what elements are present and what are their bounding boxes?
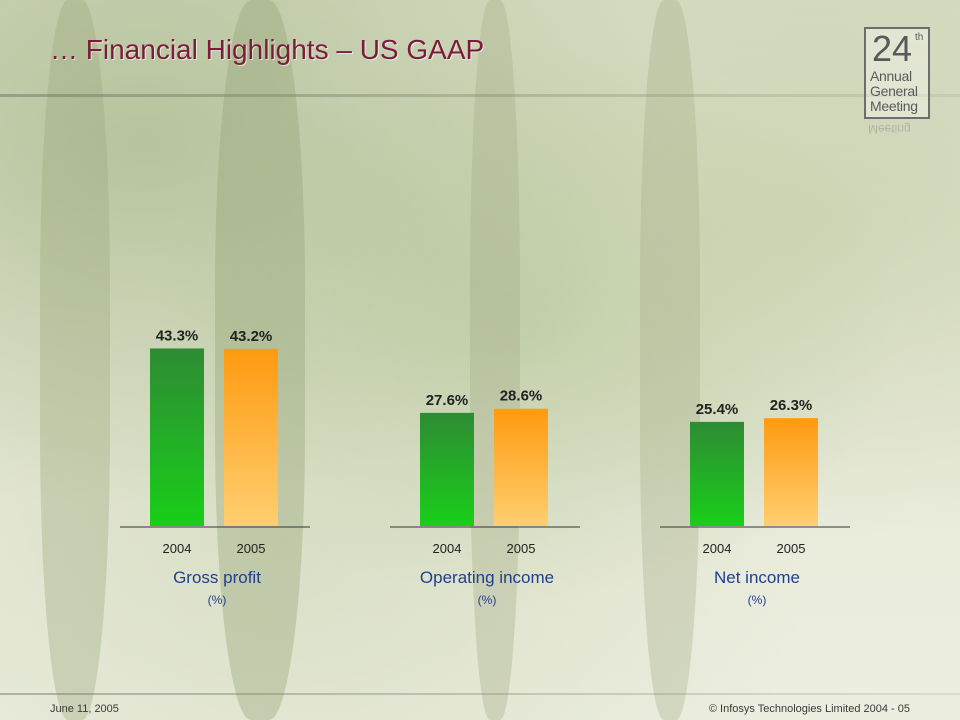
agm-logo: 24 th Annual General Meeting	[864, 27, 930, 119]
footer-divider	[0, 693, 960, 695]
bar-2004	[420, 412, 474, 526]
logo-number: 24	[872, 28, 913, 69]
bar-value-label: 26.3%	[770, 397, 813, 414]
bar-2005	[764, 418, 818, 526]
footer-date: June 11, 2005	[50, 703, 119, 715]
bar-2005	[224, 348, 278, 526]
chart-title: Gross profit	[173, 568, 261, 587]
x-tick-label: 2004	[163, 541, 192, 556]
background-trunk	[640, 0, 700, 720]
logo-line-meeting: Meeting	[870, 98, 918, 114]
bar-2004	[690, 421, 744, 526]
chart-title: Net income	[714, 568, 800, 587]
x-tick-label: 2005	[237, 541, 266, 556]
chart-unit: (%)	[208, 593, 227, 607]
footer-copyright: © Infosys Technologies Limited 2004 - 05	[708, 703, 910, 715]
x-tick-label: 2005	[777, 541, 806, 556]
bar-value-label: 43.2%	[230, 328, 273, 345]
chart-unit: (%)	[748, 593, 767, 607]
background-trunk	[470, 0, 520, 720]
bar-value-label: 28.6%	[500, 388, 543, 405]
x-tick-label: 2005	[507, 541, 536, 556]
logo-line-general: General	[870, 83, 918, 99]
bar-2005	[494, 408, 548, 526]
bar-value-label: 43.3%	[156, 327, 199, 344]
slide-title: … Financial Highlights – US GAAP	[50, 34, 485, 65]
x-tick-label: 2004	[433, 541, 462, 556]
logo-superscript: th	[915, 32, 924, 43]
x-tick-label: 2004	[703, 541, 732, 556]
logo-line-annual: Annual	[870, 68, 912, 84]
chart-title: Operating income	[420, 568, 554, 587]
bar-2004	[150, 348, 204, 526]
background-trunk	[40, 0, 110, 720]
title-divider	[0, 94, 960, 97]
chart-unit: (%)	[478, 593, 497, 607]
bar-value-label: 27.6%	[426, 392, 469, 409]
bar-value-label: 25.4%	[696, 401, 739, 418]
